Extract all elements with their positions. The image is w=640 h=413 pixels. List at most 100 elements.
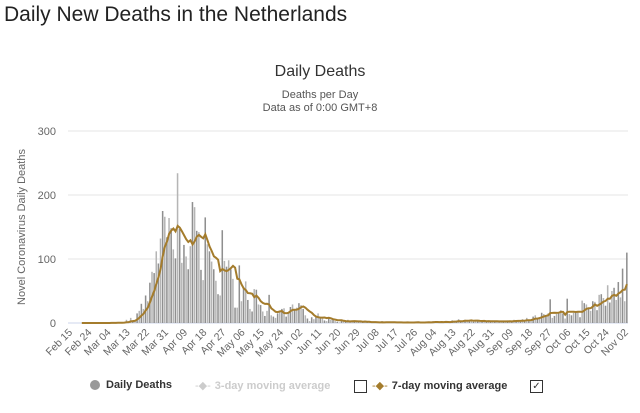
daily-deaths-bar: [315, 315, 317, 323]
daily-deaths-bar: [549, 299, 551, 323]
daily-deaths-bar: [136, 313, 138, 323]
daily-deaths-bar: [178, 228, 181, 323]
daily-deaths-bar: [161, 211, 164, 323]
daily-deaths-bar: [266, 310, 268, 323]
checkbox-7day-average[interactable]: ✓: [530, 380, 543, 393]
y-axis-label: Novel Coronavirus Daily Deaths: [16, 149, 28, 305]
daily-deaths-bar: [168, 218, 170, 323]
daily-deaths-bar: [583, 303, 586, 323]
legend-7day-average[interactable]: -◆- 7-day moving average: [372, 379, 507, 393]
daily-deaths-bar: [164, 216, 166, 323]
daily-deaths-bar: [585, 304, 588, 323]
daily-deaths-bar: [172, 249, 175, 323]
daily-deaths-bar: [300, 305, 302, 323]
daily-deaths-bar: [528, 319, 530, 323]
daily-deaths-bar: [611, 291, 613, 323]
daily-deaths-bar: [276, 313, 279, 323]
daily-deaths-bar: [543, 314, 545, 323]
daily-deaths-bar: [485, 321, 488, 323]
daily-deaths-bar: [206, 244, 209, 323]
daily-deaths-bar: [293, 309, 296, 323]
daily-deaths-bar: [181, 262, 183, 323]
daily-deaths-bar: [621, 268, 624, 323]
circle-icon: [90, 380, 100, 390]
daily-deaths-bar: [261, 311, 264, 323]
daily-deaths-bar: [555, 314, 558, 323]
daily-deaths-bar: [202, 280, 204, 323]
daily-deaths-bar: [153, 273, 155, 323]
daily-deaths-bar: [264, 315, 266, 323]
daily-deaths-bar: [259, 305, 262, 323]
daily-deaths-bar: [210, 261, 213, 323]
daily-deaths-bar: [479, 321, 481, 323]
daily-deaths-bar: [244, 281, 247, 323]
daily-deaths-bar: [304, 315, 307, 323]
daily-deaths-bar: [589, 310, 592, 323]
y-tick-label: 300: [38, 126, 56, 138]
daily-deaths-bar: [272, 316, 275, 323]
daily-deaths-bar: [183, 244, 185, 323]
daily-deaths-bar: [287, 313, 290, 323]
daily-deaths-bar: [313, 319, 315, 323]
chart-subtitle: Data as of 0:00 GMT+8: [263, 102, 378, 114]
daily-deaths-bar: [159, 238, 162, 323]
daily-deaths-bar: [623, 301, 626, 323]
checkbox-3day-average[interactable]: [354, 380, 367, 393]
daily-deaths-bar: [468, 321, 471, 323]
chart-subtitle: Deaths per Day: [282, 89, 359, 101]
daily-deaths-bar: [572, 312, 575, 323]
daily-deaths-bar: [609, 302, 611, 323]
daily-deaths-bar: [251, 311, 253, 323]
legend-daily-deaths[interactable]: Daily Deaths: [90, 379, 172, 391]
legend-label: 3-day moving average: [214, 379, 331, 392]
daily-deaths-bar: [238, 265, 241, 323]
daily-deaths-bar: [234, 307, 236, 323]
daily-deaths-bar: [281, 308, 283, 323]
daily-deaths-bar: [140, 303, 143, 323]
daily-deaths-bar: [592, 301, 594, 323]
daily-deaths-bar: [325, 321, 328, 323]
daily-deaths-bar: [255, 289, 258, 323]
daily-deaths-bar: [587, 308, 590, 323]
daily-deaths-bar: [308, 321, 311, 323]
line-marker-icon: -◆-: [372, 380, 388, 392]
daily-deaths-bar: [619, 297, 622, 323]
legend-3day-average[interactable]: -◆- 3-day moving average: [195, 379, 331, 393]
daily-deaths-bar: [208, 251, 211, 323]
daily-deaths-bar: [615, 299, 617, 323]
daily-deaths-bar: [204, 217, 207, 323]
daily-deaths-bar: [574, 311, 577, 323]
daily-deaths-bar: [466, 320, 468, 323]
daily-deaths-bar: [598, 294, 600, 323]
daily-deaths-bar: [330, 319, 332, 323]
daily-deaths-bar: [602, 298, 605, 323]
daily-deaths-bar: [349, 322, 351, 323]
daily-deaths-bar: [240, 301, 243, 323]
daily-deaths-bar: [289, 307, 292, 323]
daily-deaths-bar: [270, 315, 273, 323]
daily-deaths-bar: [338, 322, 341, 323]
daily-deaths-bar: [538, 317, 541, 323]
daily-deaths-bar: [530, 320, 532, 323]
daily-deaths-bar: [296, 307, 298, 323]
daily-deaths-bar: [494, 321, 496, 323]
daily-deaths-bar: [577, 312, 579, 323]
daily-deaths-bar: [566, 298, 568, 323]
daily-deaths-bar: [515, 321, 517, 323]
daily-deaths-bar: [568, 314, 571, 323]
daily-deaths-bar: [249, 308, 251, 323]
daily-deaths-bar: [357, 322, 360, 323]
daily-deaths-bar: [596, 310, 598, 323]
daily-deaths-bar: [219, 295, 221, 323]
daily-deaths-bar: [562, 313, 564, 323]
daily-deaths-bar: [142, 308, 145, 323]
daily-deaths-bar: [570, 315, 573, 323]
daily-deaths-bar: [191, 202, 194, 323]
daily-deaths-bar: [579, 317, 581, 323]
daily-deaths-bar: [459, 321, 462, 323]
daily-deaths-bar: [536, 319, 539, 323]
daily-deaths-bar: [225, 266, 228, 323]
daily-deaths-bar: [498, 322, 500, 323]
daily-deaths-bar: [195, 230, 198, 323]
